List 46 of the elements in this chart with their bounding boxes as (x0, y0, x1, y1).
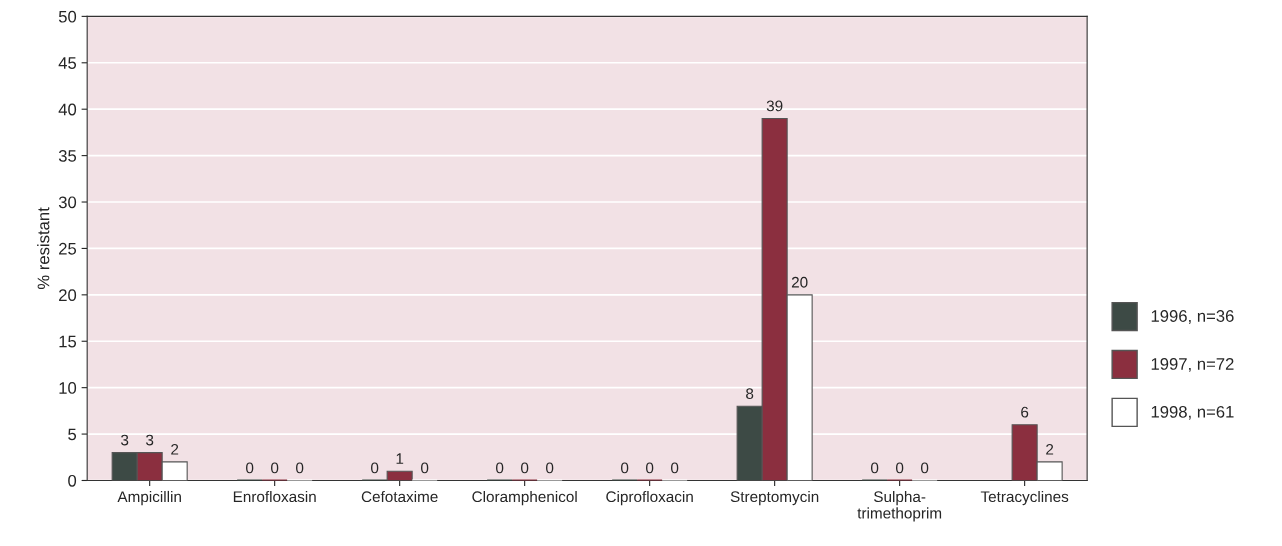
data-label: 3 (146, 434, 154, 446)
data-label: 0 (546, 462, 554, 474)
y-tick-label: 45 (58, 57, 77, 69)
x-tick-label: Streptomycin (730, 490, 819, 506)
data-label: 6 (1021, 406, 1029, 418)
y-tick-label: 25 (59, 242, 77, 255)
data-label: 0 (920, 462, 929, 474)
y-tick-label: 5 (68, 428, 77, 441)
data-label: 20 (791, 276, 808, 288)
x-tick-label: Cloramphenicol (472, 490, 577, 506)
y-tick-label: 40 (58, 103, 77, 116)
legend-label: 1998, n=61 (1151, 405, 1234, 420)
y-tick-label: 10 (59, 382, 77, 394)
x-tick-label: Ampicillin (117, 490, 181, 506)
y-tick-label: 35 (58, 150, 77, 162)
data-label: 8 (746, 388, 754, 400)
y-tick-label: 30 (58, 196, 77, 209)
data-label: 0 (870, 462, 879, 474)
data-label: 0 (421, 462, 429, 474)
data-label: 0 (646, 462, 654, 474)
y-tick-label: 20 (59, 289, 77, 302)
y-tick-label: 0 (68, 474, 77, 487)
data-label: 0 (371, 462, 379, 474)
x-tick-label: Sulpha- trimethoprim (857, 490, 942, 522)
data-label: 0 (246, 462, 254, 474)
x-tick-label: Ciprofloxacin (606, 490, 693, 506)
x-tick-label: Cefotaxime (361, 490, 438, 503)
data-label: 0 (496, 462, 504, 474)
x-tick-label: Enrofloxasin (233, 490, 316, 503)
data-label: 0 (271, 462, 279, 474)
data-label: 1 (396, 453, 404, 464)
data-label: 0 (296, 462, 304, 474)
x-tick-label: Tetracyclines (980, 490, 1069, 506)
y-tick-label: 15 (59, 335, 77, 348)
data-label: 39 (766, 100, 783, 112)
data-label: 2 (171, 443, 179, 455)
legend-label: 1997, n=72 (1151, 358, 1234, 372)
data-label: 2 (1046, 443, 1054, 455)
y-axis-title: % resistant (37, 207, 50, 290)
y-tick-label: 50 (58, 10, 77, 23)
data-label: 0 (671, 462, 679, 474)
data-label: 0 (895, 462, 904, 474)
data-label: 3 (121, 434, 129, 446)
data-label: 0 (621, 462, 629, 474)
data-label: 0 (521, 462, 529, 474)
legend-label: 1996, n=36 (1151, 310, 1234, 324)
